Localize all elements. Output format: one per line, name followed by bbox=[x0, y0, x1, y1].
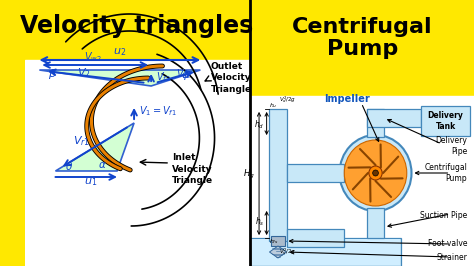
Bar bbox=[367, 208, 384, 238]
Bar bbox=[250, 0, 474, 96]
Text: $H_g$: $H_g$ bbox=[243, 168, 255, 181]
Polygon shape bbox=[55, 123, 134, 171]
Bar bbox=[25, 60, 250, 266]
Text: $V_{r2}$: $V_{r2}$ bbox=[176, 67, 191, 81]
Text: $h_{fs}$: $h_{fs}$ bbox=[270, 238, 279, 247]
Text: Centrifugal
Pump: Centrifugal Pump bbox=[292, 17, 433, 59]
Text: $h_u$: $h_u$ bbox=[270, 102, 278, 110]
Text: Foot valve: Foot valve bbox=[428, 239, 467, 248]
Bar bbox=[272, 236, 284, 246]
Text: $V_2$: $V_2$ bbox=[77, 66, 91, 80]
Bar bbox=[251, 239, 400, 265]
FancyBboxPatch shape bbox=[421, 106, 470, 136]
Bar bbox=[250, 96, 474, 266]
Text: $\beta$: $\beta$ bbox=[48, 67, 57, 81]
Bar bbox=[286, 164, 344, 182]
Text: Velocity triangles: Velocity triangles bbox=[20, 14, 254, 38]
Text: $h_s$: $h_s$ bbox=[255, 216, 265, 228]
Text: $u_2$: $u_2$ bbox=[113, 46, 127, 58]
Text: $\theta$: $\theta$ bbox=[64, 160, 73, 172]
Text: Suction Pipe: Suction Pipe bbox=[420, 211, 467, 221]
Text: Outlet
Velocity
Triangle: Outlet Velocity Triangle bbox=[211, 63, 252, 94]
Bar bbox=[25, 0, 250, 60]
Text: Inlet
Velocity
Triangle: Inlet Velocity Triangle bbox=[172, 153, 213, 185]
Polygon shape bbox=[39, 70, 201, 86]
Text: Strainer: Strainer bbox=[437, 253, 467, 263]
Circle shape bbox=[373, 170, 378, 176]
Circle shape bbox=[369, 166, 382, 180]
Text: $V_{r1}$: $V_{r1}$ bbox=[73, 134, 91, 148]
Text: Delivery
Tank: Delivery Tank bbox=[428, 111, 464, 131]
Text: $V_{w2}$: $V_{w2}$ bbox=[84, 50, 102, 64]
Bar bbox=[286, 229, 344, 247]
Text: $V_d^2/2g$: $V_d^2/2g$ bbox=[279, 95, 296, 105]
Text: $h_d$: $h_d$ bbox=[255, 119, 265, 131]
Text: $u_1$: $u_1$ bbox=[84, 176, 97, 188]
Polygon shape bbox=[270, 246, 286, 258]
Circle shape bbox=[339, 135, 411, 211]
Bar bbox=[250, 238, 401, 266]
Text: $V_1=V_{f1}$: $V_1=V_{f1}$ bbox=[139, 104, 177, 118]
Circle shape bbox=[344, 140, 407, 206]
Text: Impeller: Impeller bbox=[324, 94, 370, 104]
Text: $\phi$: $\phi$ bbox=[181, 68, 190, 82]
Text: Centrifugal
Pump: Centrifugal Pump bbox=[425, 163, 467, 183]
Bar bbox=[270, 109, 286, 241]
Text: $\alpha$: $\alpha$ bbox=[98, 160, 106, 170]
Text: Delivery
Pipe: Delivery Pipe bbox=[436, 136, 467, 156]
Text: $V_{f2}$: $V_{f2}$ bbox=[156, 70, 171, 84]
Text: $V_s^2/2g$: $V_s^2/2g$ bbox=[279, 247, 296, 257]
Bar bbox=[367, 109, 421, 127]
Bar bbox=[367, 109, 384, 137]
